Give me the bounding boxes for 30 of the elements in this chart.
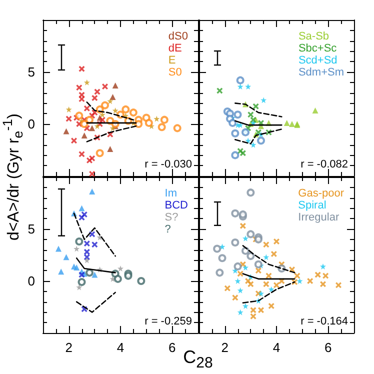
text: Scd+Sd [298, 54, 338, 66]
annotation: r = -0.259 [144, 316, 192, 328]
text: Sdm+Sm [298, 66, 344, 78]
x-tick-label: 4 [116, 340, 124, 355]
text: Sa-Sb [298, 30, 330, 42]
text: Im [164, 188, 178, 200]
y-tick-label: 5 [28, 64, 35, 80]
x-tick-label: 2 [65, 340, 72, 355]
x-tick-label: 6 [168, 340, 176, 355]
text: S? [164, 212, 178, 224]
text: Gas-poor [298, 188, 344, 200]
text: ? [164, 224, 171, 236]
x-axis-title: C$_{28}$ [183, 347, 213, 372]
text: E [168, 54, 176, 66]
x-tick-label: 6 [324, 340, 332, 355]
text: Irregular [298, 212, 340, 224]
annotation: r = -0.030 [144, 158, 192, 170]
annotation: r = -0.164 [300, 316, 348, 328]
x-tick-label: 2 [221, 340, 228, 355]
y-tick-label: 5 [28, 222, 35, 236]
text: S0 [168, 66, 182, 78]
text: dE [168, 42, 182, 54]
text: Sbc+Sc [298, 42, 338, 54]
y-tick-label: 0 [28, 116, 35, 132]
text: Spiral [298, 200, 326, 212]
annotation: r = -0.082 [300, 158, 348, 170]
y-tick-label: 0 [28, 274, 35, 288]
text: dS0 [168, 30, 188, 42]
text: BCD [164, 200, 188, 212]
x-tick-label: 4 [272, 340, 280, 355]
